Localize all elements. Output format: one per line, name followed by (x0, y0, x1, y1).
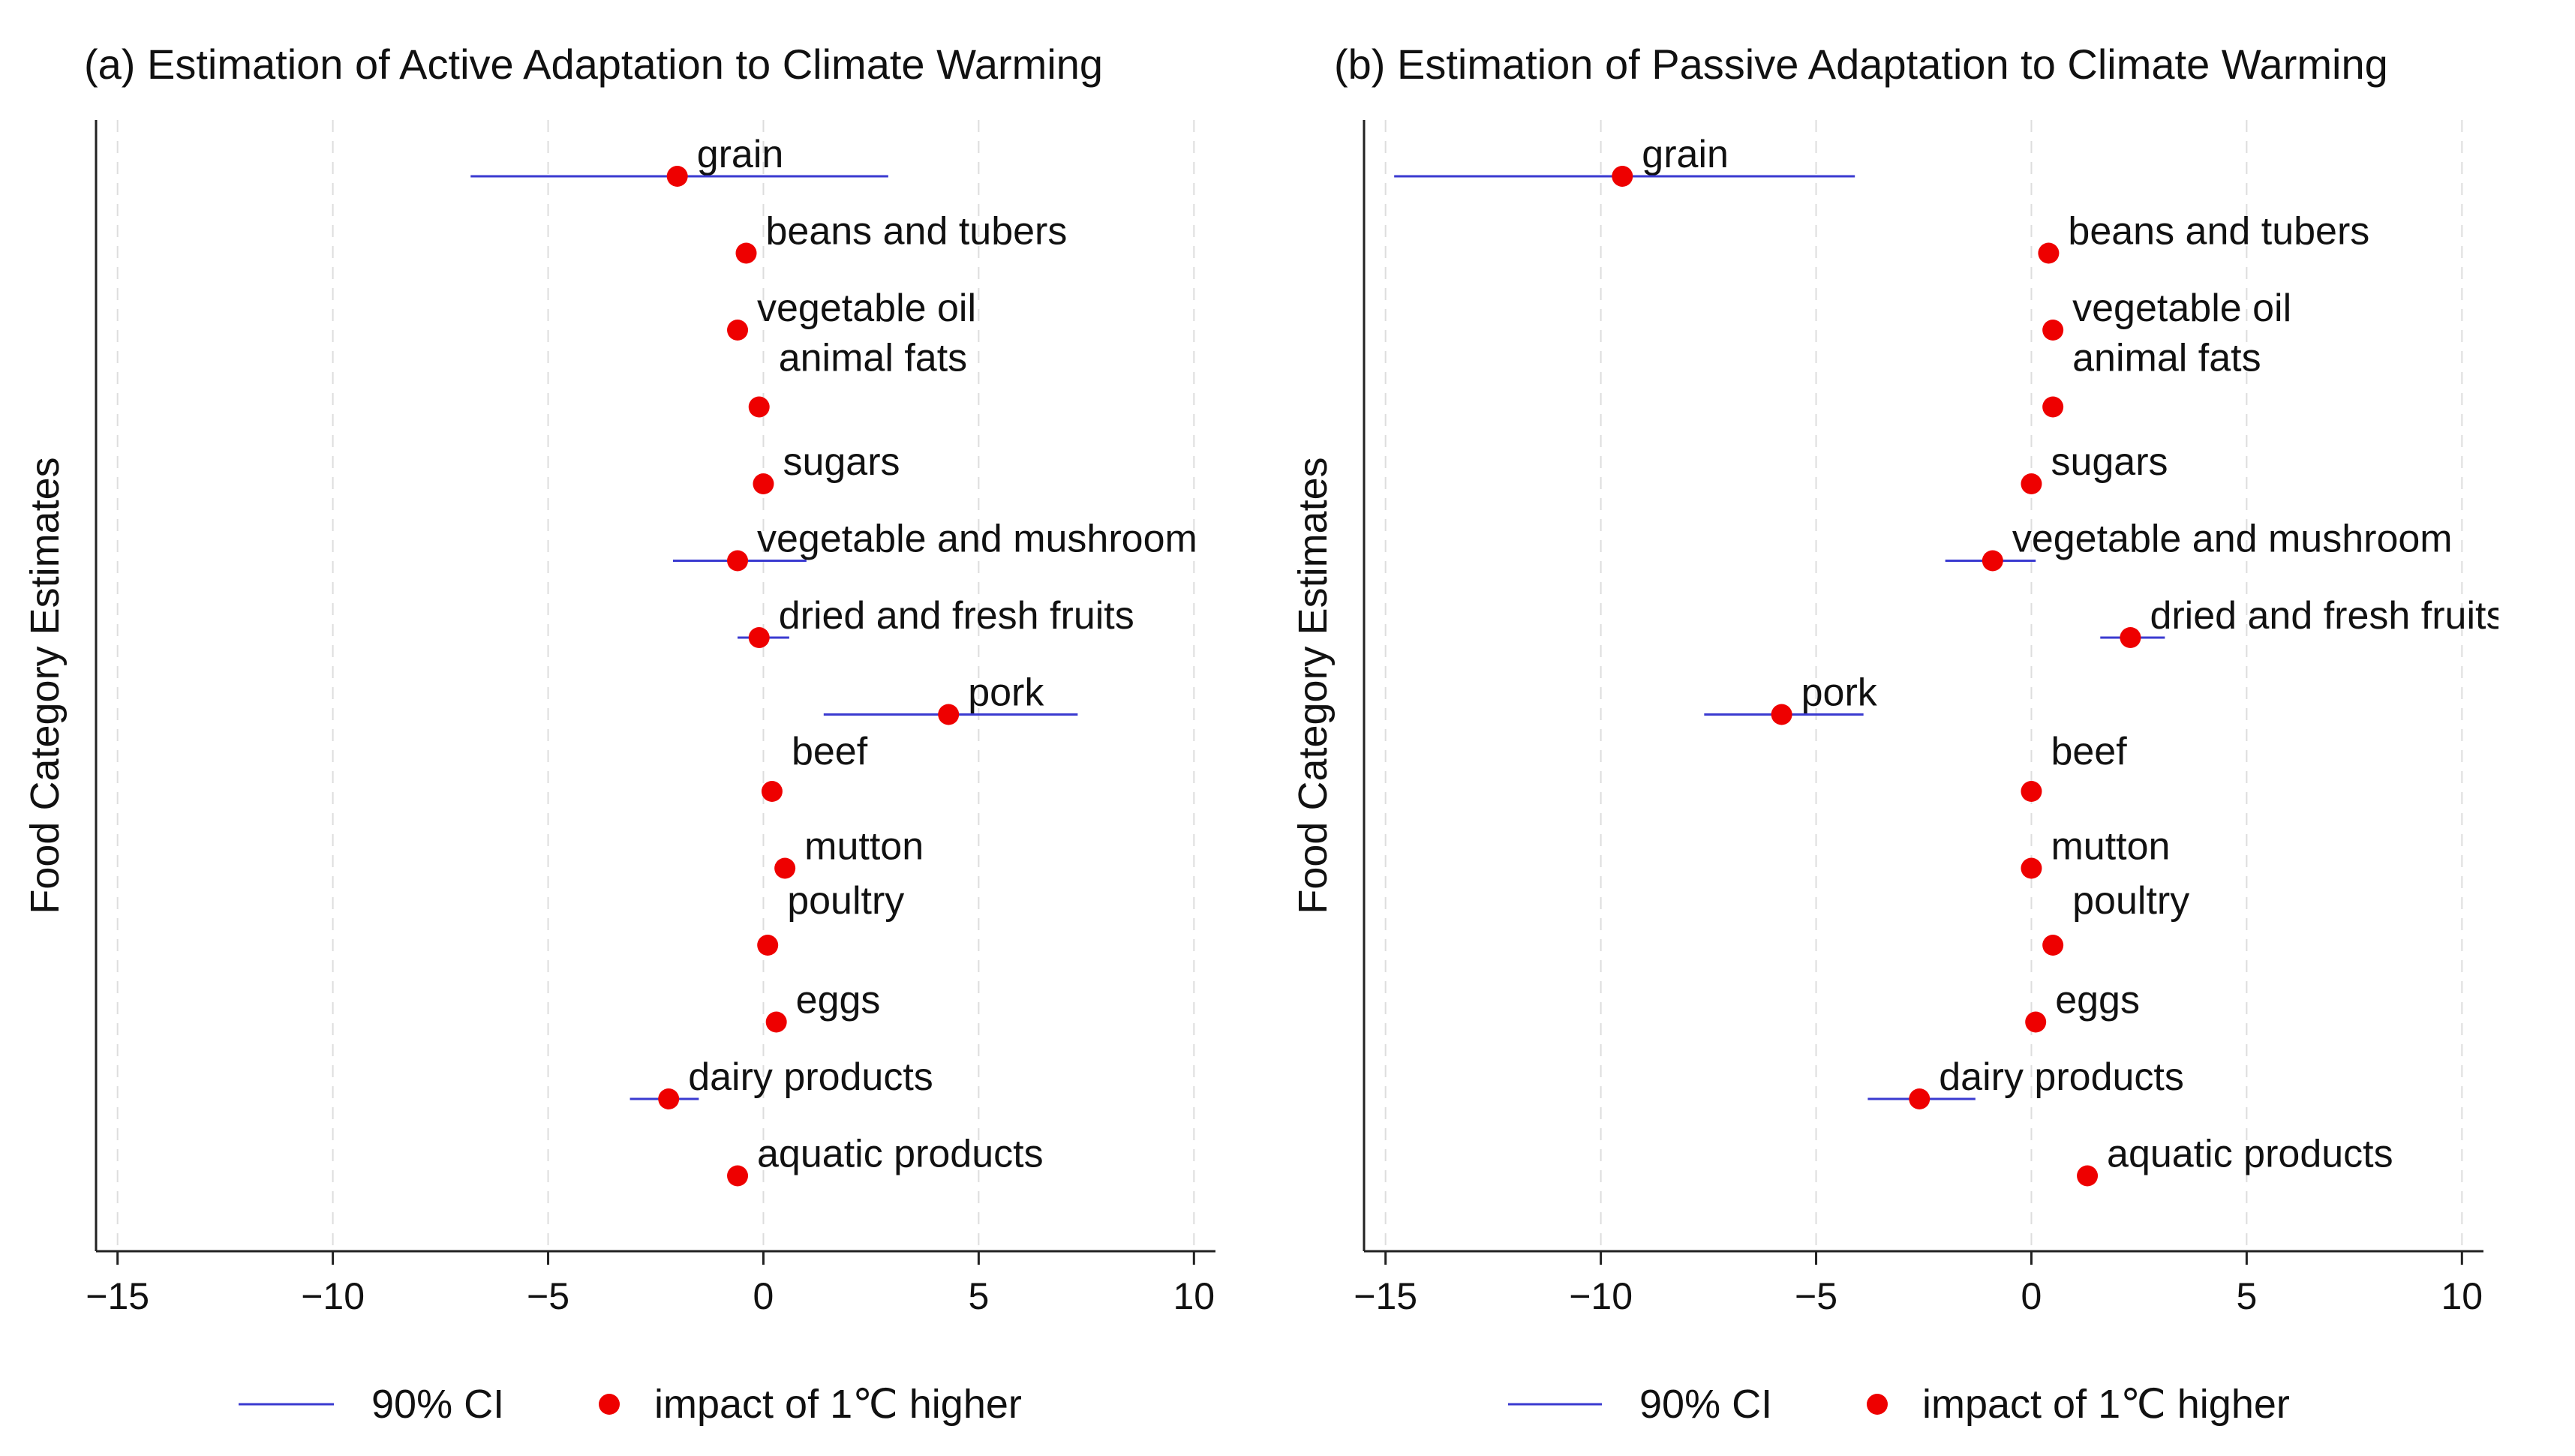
point-label: eggs (796, 979, 881, 1022)
point-label: mutton (804, 825, 924, 869)
estimate-point-sugars (2021, 473, 2042, 494)
legend: 90% CI impact of 1℃ higher (1508, 1382, 2290, 1427)
estimate-point-animal-fats (748, 396, 770, 418)
estimate-point-aquatic-products (727, 1165, 749, 1187)
estimate-point-dried-and-fresh-fruits (2120, 627, 2141, 648)
estimate-point-aquatic-products (2077, 1165, 2099, 1187)
estimate-point-animal-fats (2042, 396, 2064, 418)
panels: −15 −10 −5 0 5 10 (a) Estimation of Active Ada… (23, 41, 2505, 1317)
estimate-point-vegetable-and-mushroom (1982, 550, 2003, 572)
estimate-point-poultry (2042, 935, 2064, 956)
point-label: beef (2051, 730, 2127, 773)
estimate-point-vegetable-oil (727, 320, 749, 341)
point-label: grain (697, 133, 784, 176)
estimate-point-beans-and-tubers (735, 242, 757, 264)
point-label: mutton (2051, 825, 2170, 869)
estimate-point-dairy-products (1909, 1088, 1930, 1109)
estimate-point-beef (2021, 781, 2042, 802)
point-label: dried and fresh fruits (779, 594, 1134, 638)
x-tick-label: 10 (2441, 1275, 2483, 1317)
point-label: vegetable and mushroom (2012, 518, 2453, 561)
panel-a: −15 −10 −5 0 5 10 (a) Estimation of Active Ada… (23, 41, 1215, 1317)
x-tick-label: 0 (2021, 1275, 2042, 1317)
legend-ci-label: 90% CI (1639, 1382, 1772, 1427)
estimate-point-beans-and-tubers (2038, 242, 2060, 264)
point-label: dairy products (688, 1055, 933, 1099)
point-label: eggs (2055, 979, 2140, 1022)
y-axis-label: Food Category Estimates (1291, 457, 1336, 914)
estimate-point-grain (1612, 166, 1633, 187)
x-tick-label: 5 (968, 1275, 989, 1317)
point-label: beef (792, 730, 868, 773)
point-label: vegetable oil (757, 287, 976, 330)
point-labels: grain beans and tubers vegetable oil animal… (688, 133, 1197, 1176)
point-label: poultry (2072, 879, 2189, 923)
estimate-point-beef (761, 781, 783, 802)
point-label: pork (968, 671, 1044, 715)
point-label: vegetable oil (2072, 287, 2291, 330)
panel-title: (b) Estimation of Passive Adaptation to … (1334, 41, 2388, 88)
estimate-point-vegetable-and-mushroom (727, 550, 749, 572)
y-axis-label: Food Category Estimates (23, 457, 68, 914)
legends: 90% CI impact of 1℃ higher 90% CI impact of… (239, 1382, 2290, 1427)
x-tick-label: −15 (86, 1275, 149, 1317)
x-tick-label: −5 (1795, 1275, 1837, 1317)
estimate-point-pork (938, 704, 960, 725)
legend-point-label: impact of 1℃ higher (1922, 1382, 2290, 1427)
x-tick-label: 5 (2236, 1275, 2257, 1317)
point-label: sugars (2051, 440, 2168, 484)
point-label: dairy products (1939, 1055, 2184, 1099)
point-label: dried and fresh fruits (2150, 594, 2505, 638)
legend: 90% CI impact of 1℃ higher (239, 1382, 1022, 1427)
estimate-point-grain (666, 166, 688, 187)
x-tick-label: 10 (1173, 1275, 1215, 1317)
legend-ci-label: 90% CI (371, 1382, 504, 1427)
estimate-point-mutton (774, 857, 796, 879)
legend-point-swatch (1867, 1394, 1888, 1415)
estimate-point-poultry (757, 935, 779, 956)
point-label: pork (1801, 671, 1878, 715)
x-tick-label: −5 (527, 1275, 569, 1317)
estimate-point-mutton (2021, 857, 2042, 879)
estimate-point-dairy-products (658, 1088, 680, 1109)
point-label: beans and tubers (2068, 210, 2369, 254)
point-labels: grain beans and tubers vegetable oil animal… (1642, 133, 2505, 1176)
estimate-point-pork (1771, 704, 1792, 725)
point-label: vegetable and mushroom (757, 518, 1197, 561)
x-tick-label: 0 (753, 1275, 774, 1317)
x-tick-label: −10 (301, 1275, 365, 1317)
point-label: sugars (783, 440, 900, 484)
point-label: beans and tubers (766, 210, 1068, 254)
x-tick-label: −15 (1354, 1275, 1417, 1317)
panel-b: −15 −10 −5 0 5 10 (b) Estimation of Passive Ad… (1291, 41, 2505, 1317)
estimate-point-eggs (765, 1011, 787, 1033)
panel-title: (a) Estimation of Active Adaptation to C… (84, 41, 1103, 88)
point-label: poultry (787, 879, 904, 923)
estimate-point-dried-and-fresh-fruits (748, 627, 770, 648)
estimate-point-vegetable-oil (2042, 320, 2064, 341)
x-tick-label: −10 (1569, 1275, 1633, 1317)
legend-point-label: impact of 1℃ higher (654, 1382, 1022, 1427)
point-label: animal fats (2072, 337, 2261, 380)
estimate-point-sugars (753, 473, 774, 494)
estimate-point-eggs (2025, 1011, 2047, 1033)
legend-point-swatch (599, 1394, 620, 1415)
point-label: aquatic products (2107, 1133, 2393, 1176)
point-label: animal fats (779, 337, 967, 380)
point-label: grain (1642, 133, 1729, 176)
point-label: aquatic products (757, 1133, 1044, 1176)
